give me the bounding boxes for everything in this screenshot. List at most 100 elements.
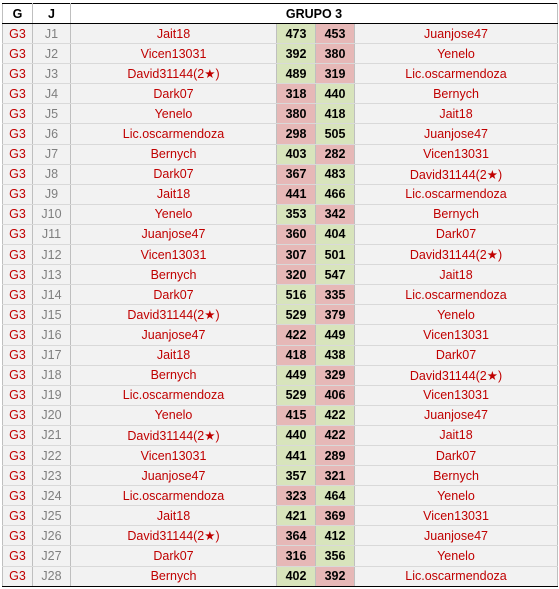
round-cell: J16 [32, 324, 71, 346]
header-group: G [2, 3, 33, 24]
group-cell: G3 [2, 465, 33, 487]
home-score: 489 [276, 63, 316, 85]
home-player: David31144(2★) [70, 304, 277, 326]
away-score: 464 [315, 485, 355, 507]
group-cell: G3 [2, 365, 33, 386]
away-player: Vicen13031 [353, 385, 559, 406]
table-row: G3 J2 Vicen13031 392 380 Yenelo [2, 43, 559, 65]
home-score: 318 [276, 83, 316, 105]
group-cell: G3 [2, 264, 33, 286]
group-cell: G3 [2, 424, 33, 446]
home-score: 360 [276, 224, 316, 246]
away-score: 418 [315, 103, 355, 125]
away-player: Yenelo [353, 43, 559, 65]
away-player: Juanjose47 [353, 405, 559, 426]
away-score: 505 [315, 123, 355, 145]
round-cell: J14 [32, 284, 71, 306]
round-cell: J23 [32, 465, 71, 487]
home-score: 367 [276, 164, 316, 185]
round-cell: J26 [32, 525, 71, 547]
away-player: Vicen13031 [353, 505, 559, 527]
home-player: Bernych [70, 264, 277, 286]
home-player: Jait18 [70, 23, 277, 45]
home-score: 422 [276, 324, 316, 346]
table-row: G3 J20 Yenelo 415 422 Juanjose47 [2, 405, 559, 426]
home-player: Vicen13031 [70, 445, 277, 467]
group-cell: G3 [2, 244, 33, 266]
table-row: G3 J14 Dark07 516 335 Lic.oscarmendoza [2, 284, 559, 306]
away-score: 440 [315, 83, 355, 105]
table-row: G3 J8 Dark07 367 483 David31144(2★) [2, 164, 559, 185]
home-player: Jait18 [70, 183, 277, 205]
away-player: Juanjose47 [353, 525, 559, 547]
table-row: G3 J21 David31144(2★) 440 422 Jait18 [2, 424, 559, 446]
away-score: 449 [315, 324, 355, 346]
table-row: G3 J23 Juanjose47 357 321 Bernych [2, 465, 559, 487]
table-row: G3 J24 Lic.oscarmendoza 323 464 Yenelo [2, 485, 559, 507]
away-player: Bernych [353, 204, 559, 225]
home-player: David31144(2★) [70, 63, 277, 85]
away-player: Jait18 [353, 264, 559, 286]
table-row: G3 J16 Juanjose47 422 449 Vicen13031 [2, 324, 559, 346]
away-score: 412 [315, 525, 355, 547]
header-title: GRUPO 3 [69, 3, 559, 24]
away-score: 356 [315, 545, 355, 567]
away-player: Dark07 [353, 344, 559, 366]
round-cell: J19 [32, 385, 71, 406]
home-player: Bernych [70, 144, 277, 165]
table-row: G3 J25 Jait18 421 369 Vicen13031 [2, 505, 559, 527]
away-player: Dark07 [353, 445, 559, 467]
group-cell: G3 [2, 123, 33, 145]
group-cell: G3 [2, 83, 33, 105]
round-cell: J11 [32, 224, 71, 246]
round-cell: J1 [32, 23, 71, 45]
home-score: 307 [276, 244, 316, 266]
table-row: G3 J18 Bernych 449 329 David31144(2★) [2, 365, 559, 386]
away-player: Lic.oscarmendoza [353, 183, 559, 205]
home-player: Dark07 [70, 284, 277, 306]
away-player: Lic.oscarmendoza [353, 566, 559, 587]
table-row: G3 J7 Bernych 403 282 Vicen13031 [2, 144, 559, 165]
away-player: Jait18 [353, 103, 559, 125]
home-score: 320 [276, 264, 316, 286]
away-score: 501 [315, 244, 355, 266]
home-player: Yenelo [70, 103, 277, 125]
home-player: Yenelo [70, 405, 277, 426]
group-cell: G3 [2, 525, 33, 547]
round-cell: J5 [32, 103, 71, 125]
home-player: Lic.oscarmendoza [70, 385, 277, 406]
away-score: 406 [315, 385, 355, 406]
group-cell: G3 [2, 344, 33, 366]
home-score: 473 [276, 23, 316, 45]
away-player: Lic.oscarmendoza [353, 284, 559, 306]
table-row: G3 J22 Vicen13031 441 289 Dark07 [2, 445, 559, 467]
table-row: G3 J26 David31144(2★) 364 412 Juanjose47 [2, 525, 559, 547]
away-score: 453 [315, 23, 355, 45]
group-cell: G3 [2, 405, 33, 426]
away-player: Bernych [353, 83, 559, 105]
home-score: 402 [276, 566, 316, 587]
group-3-fixture-table: G J GRUPO 3 G3 J1 Jait18 473 453 Juanjose47 G3… [2, 3, 559, 587]
table-row: G3 J12 Vicen13031 307 501 David31144(2★) [2, 244, 559, 266]
home-player: Lic.oscarmendoza [70, 485, 277, 507]
home-score: 418 [276, 344, 316, 366]
away-score: 547 [315, 264, 355, 286]
group-cell: G3 [2, 304, 33, 326]
round-cell: J9 [32, 183, 71, 205]
home-score: 440 [276, 424, 316, 446]
table-row: G3 J13 Bernych 320 547 Jait18 [2, 264, 559, 286]
table-row: G3 J19 Lic.oscarmendoza 529 406 Vicen13031 [2, 385, 559, 406]
away-score: 404 [315, 224, 355, 246]
away-score: 483 [315, 164, 355, 185]
group-cell: G3 [2, 204, 33, 225]
home-player: Dark07 [70, 164, 277, 185]
away-score: 289 [315, 445, 355, 467]
home-player: Juanjose47 [70, 324, 277, 346]
round-cell: J12 [32, 244, 71, 266]
round-cell: J3 [32, 63, 71, 85]
group-cell: G3 [2, 23, 33, 45]
home-score: 441 [276, 183, 316, 205]
table-row: G3 J17 Jait18 418 438 Dark07 [2, 344, 559, 366]
round-cell: J13 [32, 264, 71, 286]
away-score: 369 [315, 505, 355, 527]
